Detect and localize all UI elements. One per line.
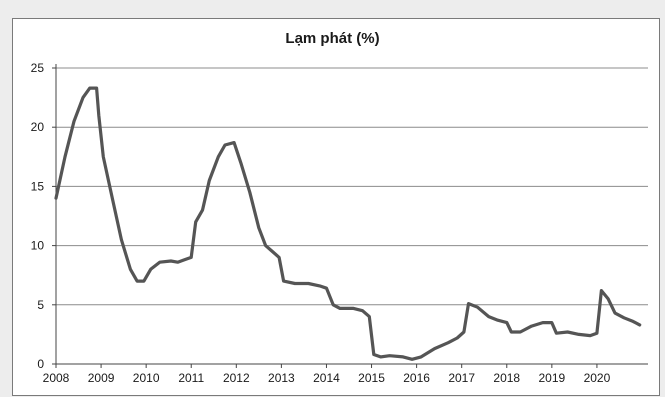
y-tick-label: 20 bbox=[31, 120, 45, 134]
y-tick-label: 10 bbox=[31, 239, 45, 253]
x-tick-label: 2018 bbox=[493, 371, 520, 385]
y-tick-label: 15 bbox=[31, 179, 45, 193]
chart-area bbox=[12, 18, 660, 396]
chart-title: Lạm phát (%) bbox=[285, 30, 380, 47]
series-line bbox=[54, 86, 642, 361]
x-tick-label: 2009 bbox=[88, 371, 115, 385]
x-tick-label: 2020 bbox=[584, 371, 611, 385]
y-tick-label: 5 bbox=[37, 298, 44, 312]
x-tick-label: 2008 bbox=[43, 371, 70, 385]
x-tick-label: 2013 bbox=[268, 371, 295, 385]
x-tick-label: 2015 bbox=[358, 371, 385, 385]
x-tick-label: 2019 bbox=[538, 371, 565, 385]
x-tick-label: 2016 bbox=[403, 371, 430, 385]
x-tick-label: 2017 bbox=[448, 371, 475, 385]
x-tick-label: 2012 bbox=[223, 371, 250, 385]
y-tick-label: 25 bbox=[31, 61, 45, 75]
x-tick-label: 2011 bbox=[178, 371, 204, 385]
y-tick-label: 0 bbox=[37, 357, 44, 371]
x-tick-label: 2014 bbox=[313, 371, 340, 385]
x-tick-label: 2010 bbox=[133, 371, 160, 385]
